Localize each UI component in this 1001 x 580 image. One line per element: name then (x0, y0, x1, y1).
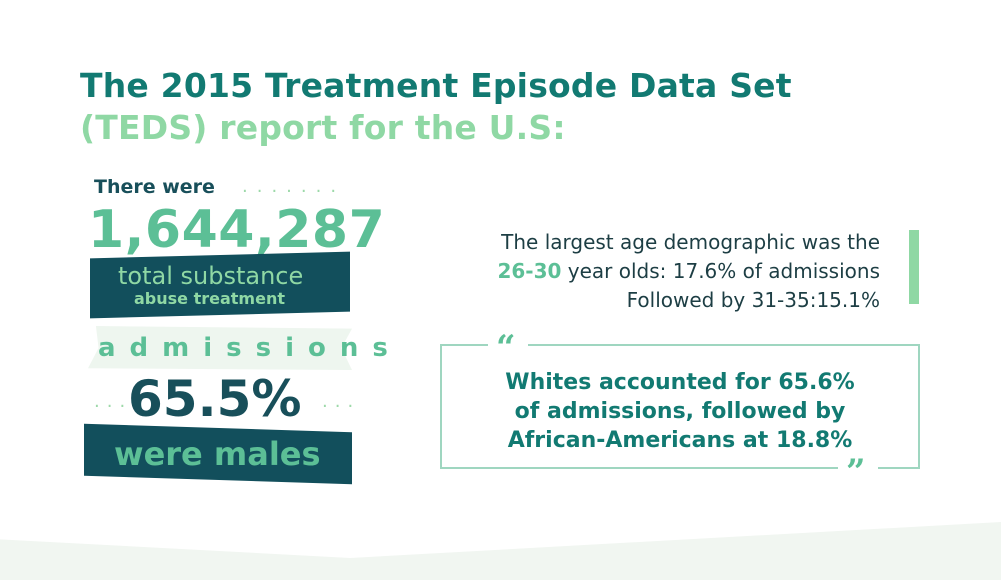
quote-line-2: of admissions, followed by (514, 399, 846, 424)
quote-line-3: African-Americans at 18.8% (507, 428, 853, 453)
quote-frame (440, 344, 920, 469)
quote-frame-gap-bottom (838, 465, 878, 475)
male-percentage: 65.5% (128, 370, 302, 428)
bottom-background-band (0, 522, 1001, 580)
accent-bar (909, 230, 919, 304)
quote-line-1: Whites accounted for 65.6% (505, 370, 855, 395)
total-substance-text: total substance (118, 262, 304, 290)
decorative-dots-right: ... (322, 391, 361, 412)
page-title-line-2: (TEDS) report for the U.S: (80, 108, 566, 147)
age-line-2: 26-30 year olds: 17.6% of admissions (460, 257, 880, 286)
age-line-1: The largest age demographic was the (501, 230, 880, 254)
were-males-text: were males (114, 435, 321, 473)
admissions-ribbon (88, 326, 352, 370)
there-were-label: There were (94, 176, 215, 198)
close-quote-icon: ” (846, 452, 866, 492)
abuse-treatment-text: abuse treatment (134, 289, 285, 308)
admissions-count: 1,644,287 (88, 200, 386, 260)
race-quote-text: Whites accounted for 65.6% of admissions… (440, 368, 920, 455)
quote-frame-gap-top (488, 340, 528, 350)
admissions-text: admissions (98, 333, 402, 363)
age-line-2-rest: year olds: 17.6% of admissions (561, 259, 880, 283)
page-title-line-1: The 2015 Treatment Episode Data Set (80, 66, 792, 105)
open-quote-icon: “ (496, 328, 516, 368)
age-demographic-text: The largest age demographic was the 26-3… (460, 228, 880, 315)
age-line-3: Followed by 31-35:15.1% (626, 288, 880, 312)
decorative-dots: ....... (242, 176, 346, 197)
decorative-dots-left: ... (94, 391, 133, 412)
age-highlight: 26-30 (497, 259, 562, 283)
